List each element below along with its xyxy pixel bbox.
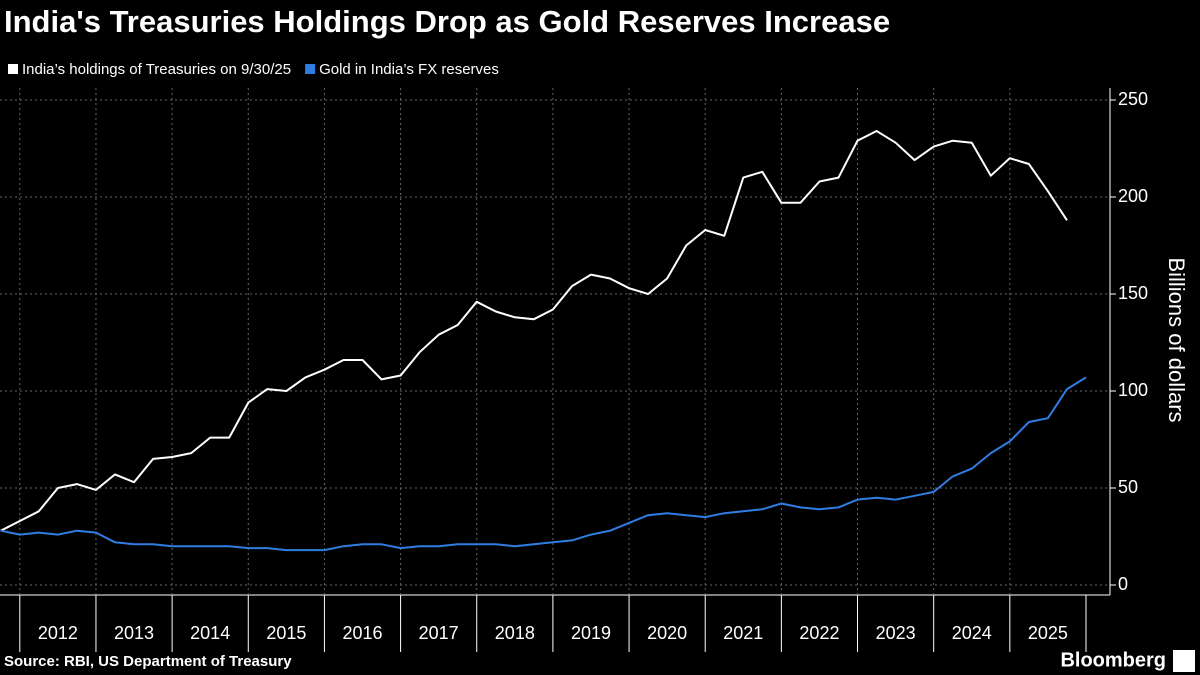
x-tick-label: 2025	[1028, 623, 1068, 643]
y-tick-label: 100	[1118, 380, 1148, 400]
brand: Bloomberg	[1060, 649, 1166, 671]
x-tick-label: 2016	[342, 623, 382, 643]
y-tick-label: 150	[1118, 283, 1148, 303]
y-axis-label: Billions of dollars	[1164, 257, 1189, 422]
x-tick-label: 2018	[495, 623, 535, 643]
legend-label: India’s holdings of Treasuries on 9/30/2…	[22, 61, 291, 78]
legend-label: Gold in India’s FX reserves	[319, 61, 499, 78]
x-tick-label: 2015	[266, 623, 306, 643]
x-tick-label: 2014	[190, 623, 230, 643]
legend-swatch	[305, 64, 316, 74]
x-tick-label: 2017	[419, 623, 459, 643]
y-tick-label: 200	[1118, 186, 1148, 206]
y-tick-label: 250	[1118, 89, 1148, 109]
x-tick-label: 2024	[952, 623, 992, 643]
chart-title: India's Treasuries Holdings Drop as Gold…	[4, 4, 890, 39]
x-tick-label: 2019	[571, 623, 611, 643]
series-line	[0, 130, 1068, 532]
x-tick-label: 2013	[114, 623, 154, 643]
x-tick-label: 2023	[876, 623, 916, 643]
x-tick-label: 2022	[799, 623, 839, 643]
brand-icon	[1173, 650, 1195, 672]
x-tick-label: 2021	[723, 623, 763, 643]
source: Source: RBI, US Department of Treasury	[4, 653, 292, 670]
series-line	[0, 376, 1087, 552]
y-tick-label: 0	[1118, 574, 1128, 594]
y-tick-label: 50	[1118, 477, 1138, 497]
x-tick-label: 2020	[647, 623, 687, 643]
x-tick-label: 2012	[38, 623, 78, 643]
legend-swatch	[8, 64, 18, 74]
